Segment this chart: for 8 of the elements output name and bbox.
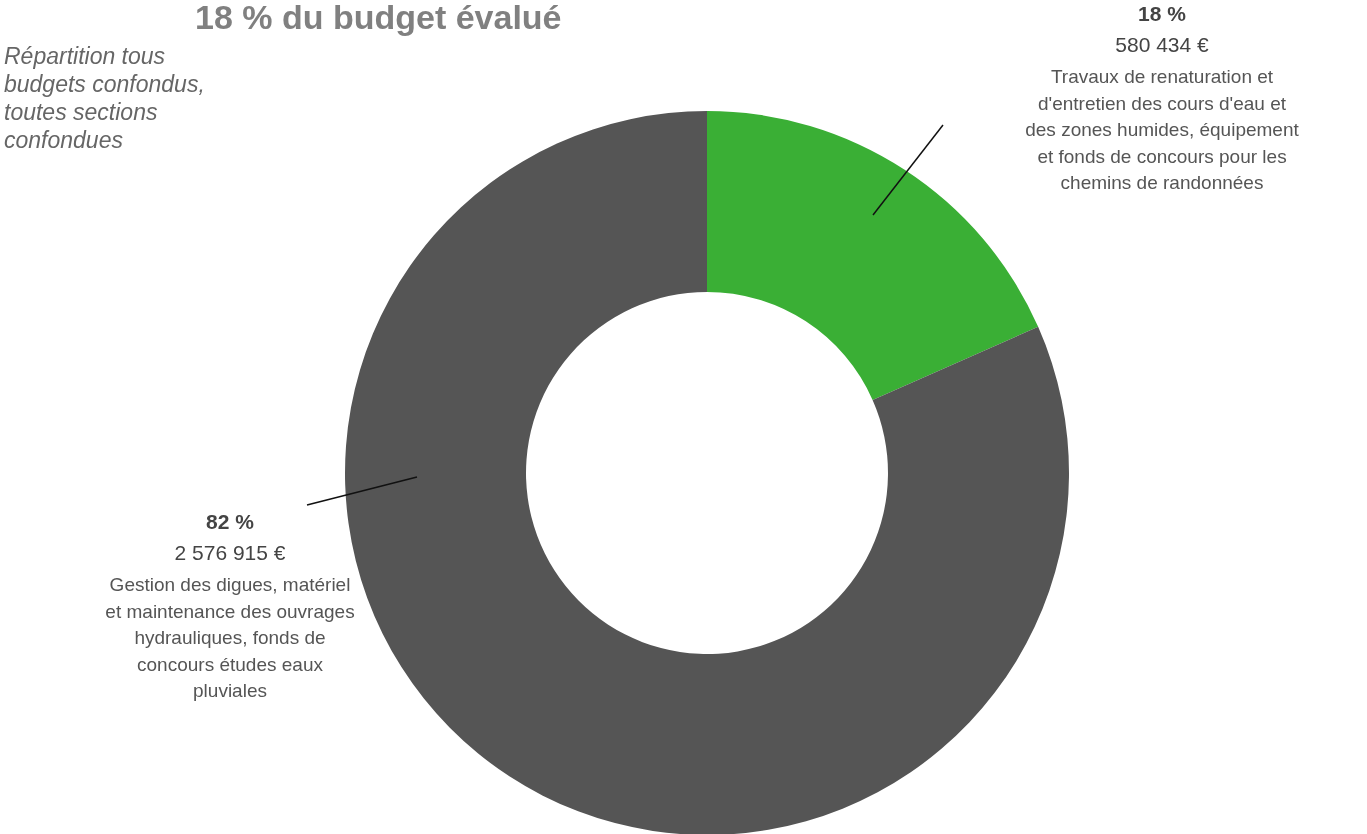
text: 18 % [1138, 2, 1187, 25]
data-label: 2 576 915 € [174, 541, 286, 564]
text: 82 % [206, 510, 255, 533]
chart-title: 18 % du budget évalué [195, 0, 562, 36]
slice-label: Travaux de renaturation et d'entretien des cours d'eau et des zones humides, équipement et fonds de concours pour les chemins de randonnées [1025, 66, 1300, 193]
data-label: 580 434 € [1115, 33, 1210, 56]
slice-label: Gestion des digues, matériel et maintenance des ouvrages hydrauliques, fonds de concours études eaux pluviales [105, 574, 355, 701]
text: Répartition tous budgets confondus, toutes sections confondues [4, 43, 205, 153]
